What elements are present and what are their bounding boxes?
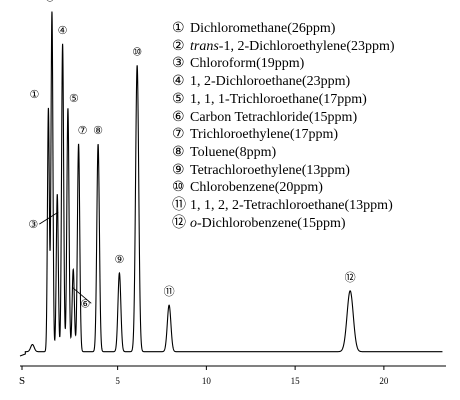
legend-compound-name: -1, 2-Dichloroethylene (218, 38, 347, 54)
peak-legend: ① Dichloromethane(26ppm) ② trans-1, 2-Dichl… (172, 20, 458, 232)
legend-compound-name: Tetrachloroethylene (190, 162, 302, 178)
legend-compound: Chloroform (190, 56, 256, 71)
legend-marker: ⑫ (172, 215, 186, 231)
x-tick-label: 5 (115, 376, 120, 386)
legend-compound: Tetrachloroethylene (190, 163, 302, 178)
peak-label: ⑫ (345, 271, 356, 284)
legend-item: ② trans-1, 2-Dichloroethylene(23ppm) (172, 38, 458, 56)
legend-compound: 1, 2-Dichloroethane (190, 74, 302, 89)
legend-marker: ① (172, 21, 185, 36)
legend-compound: Dichloromethane (190, 21, 287, 36)
legend-marker: ④ (172, 74, 185, 90)
peak-label: ③ (28, 219, 38, 231)
legend-compound-name: 1, 2-Dichloroethane (190, 74, 302, 90)
legend-item: ⑨ Tetrachloroethylene(13ppm) (172, 162, 458, 180)
legend-compound-name: 1, 1, 1-Trichloroethane (190, 91, 319, 107)
legend-compound: trans-1, 2-Dichloroethylene (190, 39, 346, 54)
peak-label: ⑧ (93, 125, 103, 137)
legend-item: ⑥ Carbon Tetrachloride(15ppm) (172, 109, 458, 127)
legend-compound: 1, 1, 1-Trichloroethane (190, 92, 319, 107)
legend-marker: ③ (172, 56, 185, 72)
peak-leader-line (39, 211, 59, 225)
peak-label: ⑦ (78, 125, 88, 137)
legend-concentration: (23ppm) (301, 74, 351, 90)
legend-compound-prefix: o (190, 215, 197, 231)
legend-compound-name: Dichloromethane (190, 21, 288, 36)
legend-item: ① Dichloromethane(26ppm) (172, 20, 458, 38)
legend-compound: Carbon Tetrachloride (190, 110, 309, 125)
legend-marker: ⑨ (172, 162, 185, 178)
peak-label: ⑩ (132, 46, 142, 58)
legend-concentration: (19ppm) (256, 56, 305, 72)
legend-concentration: (23ppm) (346, 38, 395, 54)
legend-concentration: (13ppm) (344, 198, 393, 214)
peak-label: ⑥ (80, 298, 90, 310)
x-tick-label: 15 (291, 376, 301, 386)
peak-label: ⑤ (69, 93, 79, 105)
legend-concentration: (15ppm) (308, 109, 358, 125)
legend-concentration: (20ppm) (274, 180, 323, 196)
legend-compound-name: -Dichlorobenzene (197, 215, 298, 231)
legend-compound: Chlorobenzene (190, 180, 275, 195)
legend-concentration: (13ppm) (301, 162, 350, 178)
legend-concentration: (8ppm) (234, 144, 277, 160)
peak-label: ⑪ (164, 285, 175, 298)
legend-concentration: (26ppm) (287, 21, 336, 36)
legend-compound-name: 1, 1, 2, 2-Tetrachloroethane (190, 198, 345, 214)
legend-compound: o-Dichlorobenzene (190, 216, 297, 231)
legend-compound: Toluene (190, 145, 235, 160)
legend-marker: ⑪ (172, 198, 186, 214)
legend-compound-name: Trichloroethylene (190, 127, 290, 143)
legend-item: ③ Chloroform(19ppm) (172, 55, 458, 73)
x-tick-label: S (19, 375, 25, 387)
legend-marker: ⑩ (172, 180, 185, 196)
legend-item: ⑧ Toluene(8ppm) (172, 144, 458, 162)
legend-item: ⑤ 1, 1, 1-Trichloroethane(17ppm) (172, 91, 458, 109)
legend-compound-name: Chloroform (190, 56, 257, 72)
legend-item: ⑫ o-Dichlorobenzene(15ppm) (172, 215, 458, 233)
legend-item: ⑪ 1, 1, 2, 2-Tetrachloroethane(13ppm) (172, 197, 458, 215)
legend-marker: ⑥ (172, 109, 185, 125)
legend-concentration: (17ppm) (318, 91, 367, 107)
legend-compound: 1, 1, 2, 2-Tetrachloroethane (190, 198, 345, 213)
legend-compound-name: Chlorobenzene (190, 180, 275, 196)
legend-item: ④ 1, 2-Dichloroethane(23ppm) (172, 73, 458, 91)
peak-label: ② (45, 0, 55, 5)
x-tick-label: 10 (202, 376, 212, 386)
legend-item: ⑩ Chlorobenzene(20ppm) (172, 179, 458, 197)
peak-label: ① (29, 89, 39, 101)
peak-label: ④ (58, 25, 68, 37)
legend-concentration: (17ppm) (289, 127, 339, 143)
chromatogram-trace (19, 11, 443, 357)
legend-item: ⑦ Trichloroethylene(17ppm) (172, 126, 458, 144)
legend-marker: ⑤ (172, 91, 185, 107)
legend-compound: Trichloroethylene (190, 127, 290, 142)
legend-concentration: (15ppm) (297, 215, 346, 231)
legend-compound-name: Carbon Tetrachloride (190, 109, 309, 125)
legend-marker: ② (172, 38, 185, 54)
legend-marker: ⑧ (172, 144, 185, 160)
legend-compound-prefix: trans (190, 38, 219, 54)
x-tick-label: 20 (379, 376, 389, 386)
peak-leader-line (71, 286, 92, 304)
legend-compound-name: Toluene (190, 144, 235, 160)
peak-label: ⑨ (114, 254, 124, 266)
legend-marker: ⑦ (172, 127, 185, 143)
